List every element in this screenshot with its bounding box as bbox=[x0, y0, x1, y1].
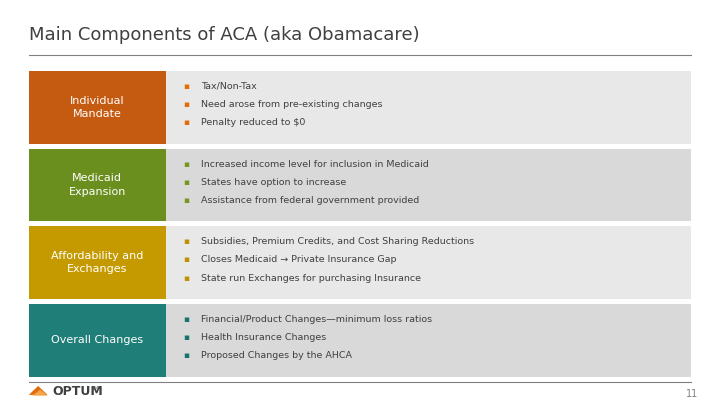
Text: Need arose from pre-existing changes: Need arose from pre-existing changes bbox=[201, 100, 382, 109]
Text: ▪: ▪ bbox=[184, 178, 190, 187]
Text: Tax/Non-Tax: Tax/Non-Tax bbox=[201, 82, 256, 91]
Polygon shape bbox=[32, 390, 48, 396]
Bar bbox=[29, 226, 166, 299]
Text: Closes Medicaid → Private Insurance Gap: Closes Medicaid → Private Insurance Gap bbox=[201, 256, 397, 264]
Text: ▪: ▪ bbox=[184, 160, 190, 168]
Text: OPTUM: OPTUM bbox=[53, 385, 103, 398]
Bar bbox=[29, 149, 166, 221]
Text: ▪: ▪ bbox=[184, 100, 190, 109]
Text: ▪: ▪ bbox=[184, 256, 190, 264]
Text: Medicaid
Expansion: Medicaid Expansion bbox=[68, 173, 126, 196]
Text: Health Insurance Changes: Health Insurance Changes bbox=[201, 333, 326, 342]
Text: Affordability and
Exchanges: Affordability and Exchanges bbox=[51, 251, 143, 274]
Text: ▪: ▪ bbox=[184, 333, 190, 342]
Bar bbox=[29, 226, 691, 299]
Text: State run Exchanges for purchasing Insurance: State run Exchanges for purchasing Insur… bbox=[201, 273, 421, 283]
Text: Overall Changes: Overall Changes bbox=[51, 335, 143, 345]
Text: Assistance from federal government provided: Assistance from federal government provi… bbox=[201, 196, 419, 205]
Text: ▪: ▪ bbox=[184, 351, 190, 360]
Text: ▪: ▪ bbox=[184, 273, 190, 283]
Text: ▪: ▪ bbox=[184, 82, 190, 91]
Text: Proposed Changes by the AHCA: Proposed Changes by the AHCA bbox=[201, 351, 352, 360]
Text: Penalty reduced to $0: Penalty reduced to $0 bbox=[201, 118, 305, 127]
Text: Financial/Product Changes—minimum loss ratios: Financial/Product Changes—minimum loss r… bbox=[201, 315, 432, 324]
Text: ▪: ▪ bbox=[184, 237, 190, 246]
Bar bbox=[29, 304, 166, 377]
Text: States have option to increase: States have option to increase bbox=[201, 178, 346, 187]
Text: ▪: ▪ bbox=[184, 315, 190, 324]
Text: Increased income level for inclusion in Medicaid: Increased income level for inclusion in … bbox=[201, 160, 428, 168]
Bar bbox=[29, 71, 166, 144]
Bar bbox=[29, 71, 691, 144]
Bar bbox=[29, 149, 691, 221]
Text: 11: 11 bbox=[686, 389, 698, 399]
Bar bbox=[29, 304, 691, 377]
Polygon shape bbox=[29, 386, 48, 395]
Text: ▪: ▪ bbox=[184, 118, 190, 127]
Text: Subsidies, Premium Credits, and Cost Sharing Reductions: Subsidies, Premium Credits, and Cost Sha… bbox=[201, 237, 474, 246]
Text: TM: TM bbox=[91, 386, 98, 391]
Text: ▪: ▪ bbox=[184, 196, 190, 205]
Text: Main Components of ACA (aka Obamacare): Main Components of ACA (aka Obamacare) bbox=[29, 26, 420, 44]
Text: Individual
Mandate: Individual Mandate bbox=[70, 96, 125, 119]
